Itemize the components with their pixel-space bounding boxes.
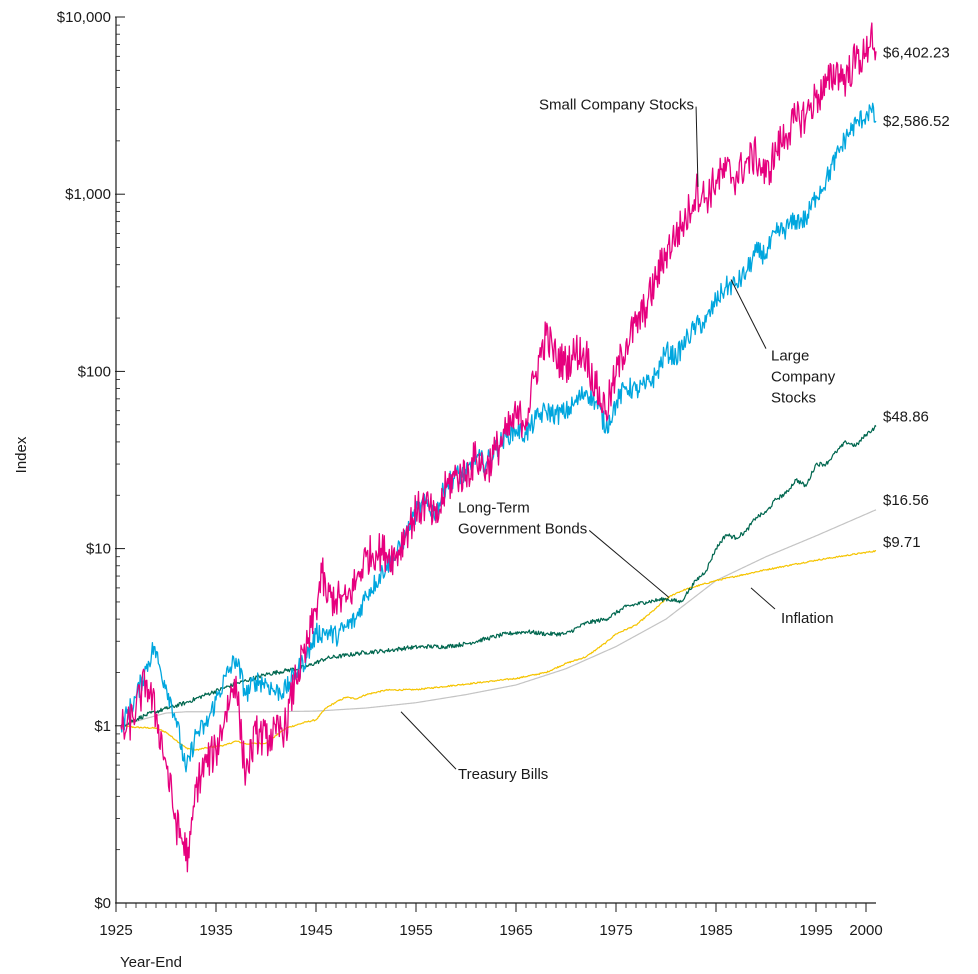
x-tick-label: 1945 [299,922,332,939]
x-tick-label: 1995 [799,922,832,939]
x-tick-label: 1935 [199,922,232,939]
end-value-label-small-company-stocks: $6,402.23 [883,44,950,61]
series-line-inflation [120,550,877,751]
x-axis-title: Year-End [120,954,182,971]
callout-leader-inflation [750,587,776,610]
callout-leader-long-term-government-bonds [588,530,670,598]
y-tick-label: $10 [86,541,111,558]
series-lines: $16.56 $9.71 $48.86 $2,586.52 $6,402.23 [120,22,950,873]
callout-label-long-term-government-bonds: Long-Term [458,499,530,516]
callout-label-large-company-stocks: Stocks [771,390,816,407]
y-tick-label: $0 [94,895,111,912]
x-tick-label: 1975 [599,922,632,939]
x-tick-label: 2000 [849,922,882,939]
end-value-label-large-company-stocks: $2,586.52 [883,113,950,130]
series-line-small-company-stocks [120,22,877,873]
callout-label-long-term-government-bonds: Government Bonds [458,520,587,537]
end-value-label-long-term-government-bonds: $48.86 [883,409,929,426]
y-tick-label: $10,000 [57,9,111,26]
series-line-treasury-bills [120,509,877,727]
series-line-long-term-government-bonds [120,424,877,727]
callout-label-small-company-stocks: Small Company Stocks [539,97,694,114]
end-value-label-treasury-bills: $16.56 [883,492,929,509]
callout-label-treasury-bills: Treasury Bills [458,766,548,783]
end-value-label-inflation: $9.71 [883,534,921,551]
axes: $10,000 $1,000 $100 $10 $1 $0 1925 1935 1945 1955… [57,9,883,939]
x-tick-label: 1965 [499,922,532,939]
callout-label-large-company-stocks: Large [771,348,809,365]
y-tick-label: $1 [94,718,111,735]
callout-leader-large-company-stocks [730,279,767,349]
x-tick-label: 1985 [699,922,732,939]
callout-leader-small-company-stocks [695,106,699,187]
annotations: Small Company Stocks Large Company Stocks Lo… [400,97,836,783]
y-tick-label: $1,000 [65,186,111,203]
callout-label-large-company-stocks: Company [771,369,836,386]
x-tick-label: 1925 [99,922,132,939]
series-line-large-company-stocks [120,102,877,773]
y-axis-title: Index [13,436,30,473]
callout-label-inflation: Inflation [781,610,834,627]
x-tick-label: 1955 [399,922,432,939]
callout-leader-treasury-bills [400,711,457,770]
y-tick-label: $100 [78,363,111,380]
